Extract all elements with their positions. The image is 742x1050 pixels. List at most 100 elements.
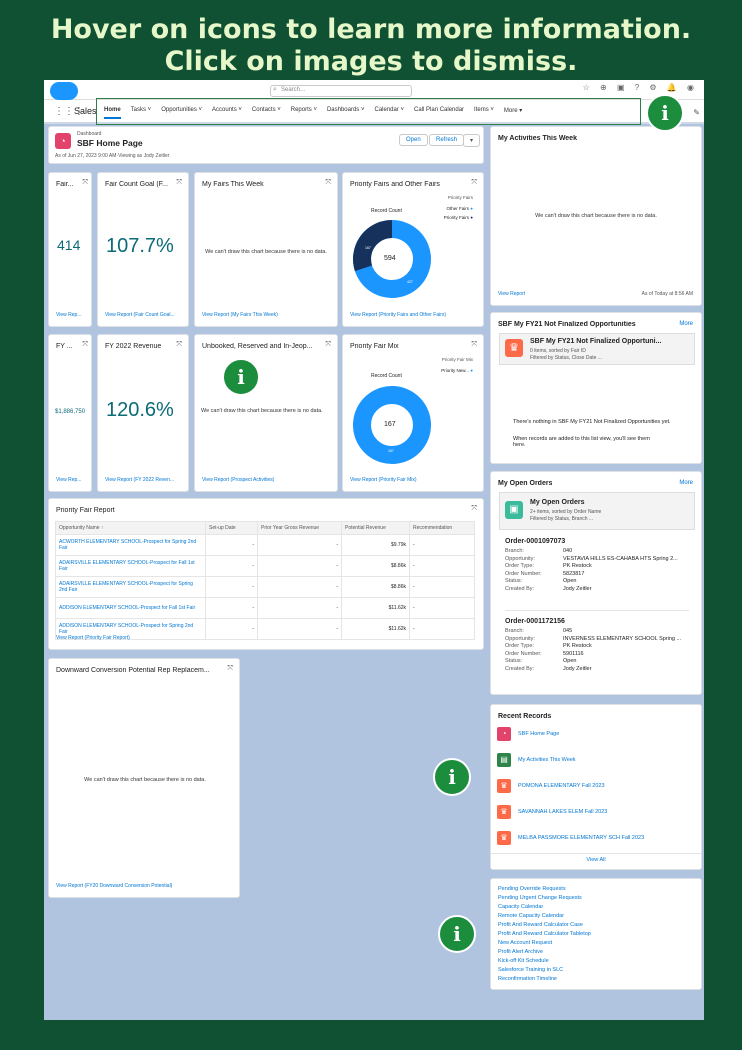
nav-tab-accounts[interactable]: Accounts ˅ bbox=[212, 107, 242, 113]
recent-record-item[interactable]: ▤ My Activities This Week bbox=[497, 753, 576, 767]
quick-link[interactable]: Remote Capacity Calendar bbox=[498, 913, 565, 919]
downward-conversion-card: Downward Conversion Potential Rep Replac… bbox=[48, 658, 240, 898]
card-title: SBF My FY21 Not Finalized Opportunities bbox=[498, 321, 636, 328]
view-report-link[interactable]: View Report bbox=[498, 291, 526, 297]
expand-icon[interactable]: ⤧ bbox=[227, 665, 233, 672]
quick-link[interactable]: Profit And Reward Calculator Tabletop bbox=[498, 931, 591, 937]
column-header[interactable]: Recommendation bbox=[409, 521, 475, 535]
column-header[interactable]: Set-up Date bbox=[205, 521, 258, 535]
cell: - bbox=[205, 576, 258, 598]
order-divider bbox=[505, 610, 689, 611]
recent-record-item[interactable]: ◔ SBF Home Page bbox=[497, 727, 559, 741]
donut-center-value: 167 bbox=[384, 421, 396, 428]
quick-link[interactable]: Pending Override Requests bbox=[498, 886, 566, 892]
column-header[interactable]: Potential Revenue bbox=[341, 521, 410, 535]
opportunity-link[interactable]: ADAIRSVILLE ELEMENTARY SCHOOL-Prospect f… bbox=[55, 576, 206, 598]
opportunity-link[interactable]: ADDISON ELEMENTARY SCHOOL-Prospect for F… bbox=[55, 597, 206, 619]
info-icon[interactable]: i bbox=[438, 915, 476, 953]
view-report-link[interactable]: View Report (Priority Fair Mix) bbox=[350, 477, 417, 483]
nav-items: Home Tasks ˅ Opportunities ˅ Accounts ˅ … bbox=[104, 107, 532, 119]
record-count-label: Record Count bbox=[371, 373, 402, 379]
global-search-input[interactable]: ⌕ Search... bbox=[270, 85, 412, 97]
view-report-link[interactable]: View Rep... bbox=[56, 312, 82, 318]
expand-icon[interactable]: ⤧ bbox=[471, 179, 477, 186]
list-view-box[interactable]: ♛ SBF My FY21 Not Finalized Opportuni...… bbox=[499, 333, 695, 365]
view-report-link[interactable]: View Report (Prospect Activities) bbox=[202, 477, 275, 483]
info-icon[interactable]: i bbox=[222, 358, 260, 396]
order-field: Status: Open bbox=[505, 658, 577, 664]
order-icon: ▣ bbox=[505, 501, 523, 519]
quick-link[interactable]: Reconfirmation Timeline bbox=[498, 976, 557, 982]
nav-tab-more[interactable]: More ▾ bbox=[503, 108, 523, 114]
quick-link[interactable]: Capacity Calendar bbox=[498, 904, 544, 910]
as-of-timestamp: As of Today at 8:56 AM bbox=[641, 291, 693, 297]
nav-tab-items[interactable]: Items ˅ bbox=[474, 107, 494, 113]
quick-link[interactable]: Kick-off Kit Schedule bbox=[498, 958, 549, 964]
expand-icon[interactable]: ⤧ bbox=[325, 341, 331, 348]
quick-link[interactable]: Profit Alert Archive bbox=[498, 949, 543, 955]
nav-tab-calendar[interactable]: Calendar ˅ bbox=[374, 107, 405, 113]
order-name-link[interactable]: Order-0001097073 bbox=[505, 538, 566, 545]
quick-link[interactable]: New Account Request bbox=[498, 940, 553, 946]
view-report-link[interactable]: View Report (Fair Count Goal... bbox=[105, 312, 175, 318]
segment-label-a: 167 bbox=[365, 246, 371, 250]
info-icon[interactable]: i bbox=[433, 758, 471, 796]
expand-icon[interactable]: ⤧ bbox=[82, 179, 88, 186]
expand-icon[interactable]: ⤧ bbox=[176, 341, 182, 348]
expand-icon[interactable]: ⤧ bbox=[82, 341, 88, 348]
card-title: My Activities This Week bbox=[498, 135, 577, 142]
expand-icon[interactable]: ⤧ bbox=[471, 505, 477, 512]
opportunity-icon: ♛ bbox=[505, 339, 523, 357]
order-name-link[interactable]: Order-0001172156 bbox=[505, 618, 565, 625]
nav-tab-reports[interactable]: Reports ˅ bbox=[290, 107, 317, 113]
recent-record-item[interactable]: ♛ SAVANNAH LAKES ELEM Fall 2023 bbox=[497, 805, 607, 819]
card-title: Fair... bbox=[56, 181, 74, 188]
dashboard-menu-button[interactable]: ▾ bbox=[463, 134, 481, 147]
recent-record-item[interactable]: ♛ POMONA ELEMENTARY Fall 2023 bbox=[497, 779, 605, 793]
header-utility-icons[interactable]: ☆ ⊕ ▣ ? ⚙ 🔔 ◉ bbox=[582, 83, 698, 92]
view-report-link[interactable]: View Report (Priority Fair Report) bbox=[56, 635, 130, 641]
recent-record-item[interactable]: ♛ MELBA PASSMORE ELEMENTARY SCH Fall 2023 bbox=[497, 831, 644, 845]
expand-icon[interactable]: ⤧ bbox=[176, 179, 182, 186]
list-view-box[interactable]: ▣ My Open Orders 2+ items, sorted by Ord… bbox=[499, 492, 695, 530]
opportunity-link[interactable]: ADAIRSVILLE ELEMENTARY SCHOOL-Prospect f… bbox=[55, 555, 206, 577]
opportunity-link[interactable]: ACWORTH ELEMENTARY SCHOOL-Prospect for S… bbox=[55, 534, 206, 556]
quick-links-card: Pending Override Requests Pending Urgent… bbox=[490, 878, 702, 990]
salesforce-logo[interactable] bbox=[50, 82, 78, 100]
nav-tab-contacts[interactable]: Contacts ˅ bbox=[251, 107, 281, 113]
more-link[interactable]: More bbox=[679, 321, 693, 327]
nav-tab-call-plan-calendar[interactable]: Call Plan Calendar bbox=[414, 107, 465, 113]
view-report-link[interactable]: View Report (FY20 Downward Conversion Po… bbox=[56, 883, 173, 889]
column-header[interactable]: Opportunity Name ↑ bbox=[55, 521, 206, 535]
opportunity-icon: ♛ bbox=[497, 805, 511, 819]
order-record: Order-0001172156 Branch: 045 Opportunity:… bbox=[505, 618, 695, 673]
card-title: Priority Fairs and Other Fairs bbox=[350, 181, 440, 188]
open-button[interactable]: Open bbox=[399, 134, 428, 146]
donut-chart[interactable] bbox=[347, 219, 437, 309]
view-report-link[interactable]: View Report (FY 2022 Reven... bbox=[105, 477, 175, 483]
priority-fair-report-card: Priority Fair Report ⤧ Opportunity Name … bbox=[48, 498, 484, 650]
donut-center-value: 594 bbox=[384, 255, 396, 262]
nav-tab-tasks[interactable]: Tasks ˅ bbox=[130, 107, 152, 113]
view-report-link[interactable]: View Report (Priority Fairs and Other Fa… bbox=[350, 312, 447, 318]
expand-icon[interactable]: ⤧ bbox=[325, 179, 331, 186]
expand-icon[interactable]: ⤧ bbox=[471, 341, 477, 348]
more-link[interactable]: More bbox=[679, 480, 693, 486]
nav-tab-opportunities[interactable]: Opportunities ˅ bbox=[161, 107, 203, 113]
quick-link[interactable]: Pending Urgent Change Requests bbox=[498, 895, 582, 901]
view-report-link[interactable]: View Rep... bbox=[56, 477, 82, 483]
edit-nav-icon[interactable]: ✎ bbox=[693, 108, 700, 117]
dashboard-subtitle: As of Jun 27, 2023 9:00 AM·Viewing as Jo… bbox=[55, 153, 170, 159]
nav-tab-home[interactable]: Home bbox=[104, 107, 121, 119]
refresh-button[interactable]: Refresh bbox=[429, 134, 465, 146]
view-all-link[interactable]: View All bbox=[586, 857, 606, 863]
quick-link[interactable]: Salesforce Training in SLC bbox=[498, 967, 564, 973]
app-launcher-icon[interactable]: ⋮⋮⋮ bbox=[54, 106, 84, 117]
info-icon[interactable]: i bbox=[646, 94, 684, 132]
quick-link[interactable]: Profit And Reward Calculator Case bbox=[498, 922, 583, 928]
view-report-link[interactable]: View Report (My Fairs This Week) bbox=[202, 312, 278, 318]
nav-tab-dashboards[interactable]: Dashboards ˅ bbox=[326, 107, 365, 113]
table-row: ADAIRSVILLE ELEMENTARY SCHOOL-Prospect f… bbox=[55, 555, 475, 577]
column-header[interactable]: Prior Year Gross Revenue bbox=[257, 521, 342, 535]
donut-chart[interactable] bbox=[347, 385, 437, 475]
